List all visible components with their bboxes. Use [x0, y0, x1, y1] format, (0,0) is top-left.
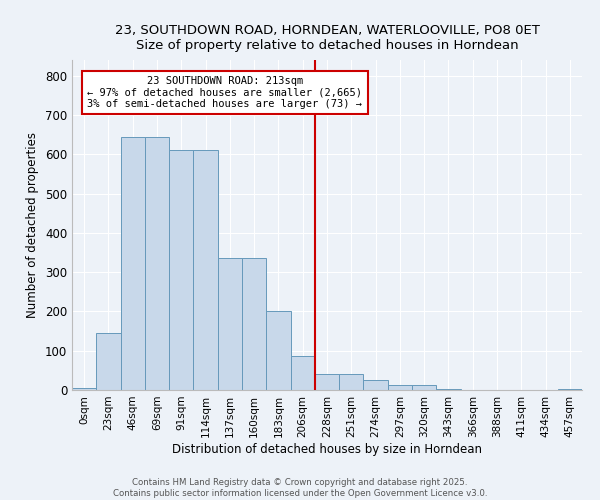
Bar [558, 389, 582, 390]
Bar [218, 258, 242, 390]
Title: 23, SOUTHDOWN ROAD, HORNDEAN, WATERLOOVILLE, PO8 0ET
Size of property relative t: 23, SOUTHDOWN ROAD, HORNDEAN, WATERLOOVI… [115, 24, 539, 52]
Bar [315, 374, 339, 390]
Bar [412, 386, 436, 390]
Bar [193, 150, 218, 390]
Bar [121, 136, 145, 390]
Bar [145, 136, 169, 390]
Bar [242, 258, 266, 390]
Bar [388, 386, 412, 390]
Text: Contains HM Land Registry data © Crown copyright and database right 2025.
Contai: Contains HM Land Registry data © Crown c… [113, 478, 487, 498]
Bar [339, 374, 364, 390]
Bar [290, 356, 315, 390]
Bar [364, 380, 388, 390]
Bar [436, 389, 461, 390]
Text: 23 SOUTHDOWN ROAD: 213sqm
← 97% of detached houses are smaller (2,665)
3% of sem: 23 SOUTHDOWN ROAD: 213sqm ← 97% of detac… [88, 76, 362, 109]
Bar [72, 388, 96, 390]
X-axis label: Distribution of detached houses by size in Horndean: Distribution of detached houses by size … [172, 442, 482, 456]
Y-axis label: Number of detached properties: Number of detached properties [26, 132, 40, 318]
Bar [266, 312, 290, 390]
Bar [96, 333, 121, 390]
Bar [169, 150, 193, 390]
